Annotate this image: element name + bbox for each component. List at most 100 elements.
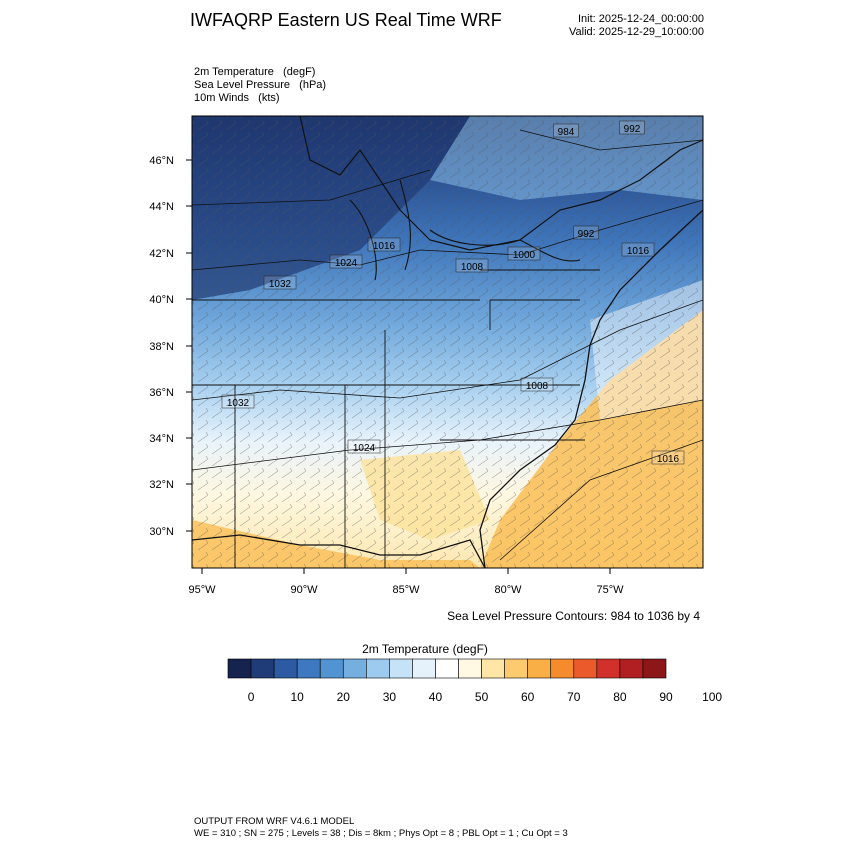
- field-winds: 10m Winds (kts): [194, 92, 280, 104]
- colorbar-tick-label: 10: [290, 690, 304, 704]
- lake-shorelines: [349, 179, 581, 281]
- pressure-contour: [192, 299, 703, 401]
- lon-tick-label: 80°W: [494, 584, 522, 596]
- field-list: 2m Temperature (degF) Sea Level Pressure…: [194, 66, 326, 105]
- pressure-contour: [499, 439, 703, 561]
- colorbar-swatch: [250, 658, 275, 679]
- wind-barbs: [192, 116, 703, 568]
- lon-tick-label: 85°W: [392, 584, 420, 596]
- colorbar-title: 2m Temperature (degF): [362, 642, 488, 656]
- pressure-label-box: [651, 450, 685, 465]
- colorbar-tick-label: 20: [337, 690, 351, 704]
- pressure-label-box: [553, 123, 579, 138]
- lat-tick-label: 30°N: [149, 526, 174, 538]
- pressure-label-box: [619, 120, 645, 135]
- colorbar-swatch: [458, 658, 482, 679]
- state-borders: [192, 269, 600, 568]
- contour-note: Sea Level Pressure Contours: 984 to 1036…: [447, 609, 700, 623]
- lat-tick-label: 36°N: [149, 387, 174, 399]
- plot-title: IWFAQRP Eastern US Real Time WRF: [190, 10, 502, 30]
- colorbar-swatch: [435, 658, 459, 679]
- colorbar-swatch: [550, 658, 575, 679]
- lat-tick-label: 42°N: [149, 248, 174, 260]
- pressure-label: 1032: [227, 398, 250, 409]
- lat-tick-label: 34°N: [149, 433, 174, 445]
- field-temperature: 2m Temperature (degF): [194, 66, 316, 78]
- pressure-label-box: [367, 237, 401, 252]
- run-times: Init: 2025-12-24_00:00:00 Valid: 2025-12…: [569, 13, 704, 39]
- lon-tick-label: 90°W: [290, 584, 318, 596]
- lon-tick-label: 95°W: [188, 584, 216, 596]
- colorbar-swatch: [319, 658, 344, 679]
- pressure-label: 1016: [657, 454, 680, 465]
- pressure-contour: [519, 129, 703, 151]
- pressure-label-box: [520, 377, 554, 392]
- pressure-label-box: [573, 225, 599, 240]
- colorbar-tick-label: 70: [567, 690, 581, 704]
- pressure-label-box: [507, 246, 541, 261]
- pressure-label: 1016: [627, 246, 650, 257]
- init-time: Init: 2025-12-24_00:00:00: [578, 13, 704, 25]
- lon-tick-label: 75°W: [596, 584, 624, 596]
- colorbar-swatch: [573, 658, 598, 679]
- model-version: OUTPUT FROM WRF V4.6.1 MODEL: [194, 816, 355, 827]
- colorbar: 0 10 20 30 40 50 60 70 80 90 100: [227, 658, 722, 704]
- gulf-coastline: [192, 534, 486, 568]
- pressure-label-box: [263, 275, 297, 290]
- colorbar-swatch: [296, 658, 321, 679]
- colorbar-tick-label: 80: [613, 690, 627, 704]
- atlantic-coastline: [479, 209, 703, 568]
- colorbar-swatch: [527, 658, 552, 679]
- pressure-labels: 984 992 992 1016 1024 1008 1000 1032 1016 1008 103…: [221, 120, 685, 465]
- colorbar-tick-label: 30: [383, 690, 397, 704]
- colorbar-tick-label: 50: [475, 690, 489, 704]
- great-lakes-border: [299, 116, 703, 251]
- pressure-label: 1008: [526, 381, 549, 392]
- pressure-label: 992: [578, 229, 595, 240]
- pressure-label: 1016: [373, 241, 396, 252]
- colorbar-swatch: [227, 658, 252, 679]
- pressure-label: 1032: [269, 279, 292, 290]
- colorbar-swatch: [642, 658, 667, 679]
- pressure-label: 1008: [461, 262, 484, 273]
- map-plot-area: [192, 116, 703, 568]
- lat-tick-label: 38°N: [149, 341, 174, 353]
- colorbar-swatch: [389, 658, 413, 679]
- colorbar-tick-label: 60: [521, 690, 535, 704]
- pressure-label-box: [329, 254, 363, 269]
- map-frame: [191, 115, 704, 569]
- colorbar-swatch: [619, 658, 644, 679]
- colorbar-swatch: [366, 658, 390, 679]
- pressure-label: 992: [624, 124, 641, 135]
- pressure-contour: [192, 199, 703, 271]
- colorbar-swatch: [273, 658, 298, 679]
- colorbar-swatch: [412, 658, 436, 679]
- colorbar-tick-label: 0: [248, 690, 255, 704]
- longitude-axis: 95°W 90°W 85°W 80°W 75°W: [188, 568, 624, 596]
- colorbar-swatch: [504, 658, 528, 679]
- model-info: OUTPUT FROM WRF V4.6.1 MODEL WE = 310 ; …: [194, 816, 568, 840]
- pressure-label: 1000: [513, 250, 536, 261]
- colorbar-swatch: [342, 658, 367, 679]
- colorbar-tick-label: 40: [429, 690, 443, 704]
- field-pressure: Sea Level Pressure (hPa): [194, 79, 327, 91]
- latitude-axis: 46°N 44°N 42°N 40°N 38°N 36°N 34°N 32°N 30°N: [149, 155, 192, 538]
- colorbar-swatch: [481, 658, 505, 679]
- pressure-label: 984: [558, 127, 575, 138]
- pressure-label-box: [621, 242, 655, 257]
- lat-tick-label: 40°N: [149, 294, 174, 306]
- pressure-label: 1024: [353, 443, 376, 454]
- pressure-label-box: [455, 258, 489, 273]
- lat-tick-label: 44°N: [149, 201, 174, 213]
- colorbar-swatch: [596, 658, 621, 679]
- lat-tick-label: 32°N: [149, 479, 174, 491]
- lat-tick-label: 46°N: [149, 155, 174, 167]
- colorbar-tick-label: 100: [702, 690, 722, 704]
- pressure-contour: [192, 169, 431, 206]
- valid-time: Valid: 2025-12-29_10:00:00: [569, 26, 704, 38]
- pressure-label: 1024: [335, 258, 358, 269]
- colorbar-tick-label: 90: [659, 690, 673, 704]
- pressure-label-box: [347, 439, 381, 454]
- pressure-label-box: [221, 394, 255, 409]
